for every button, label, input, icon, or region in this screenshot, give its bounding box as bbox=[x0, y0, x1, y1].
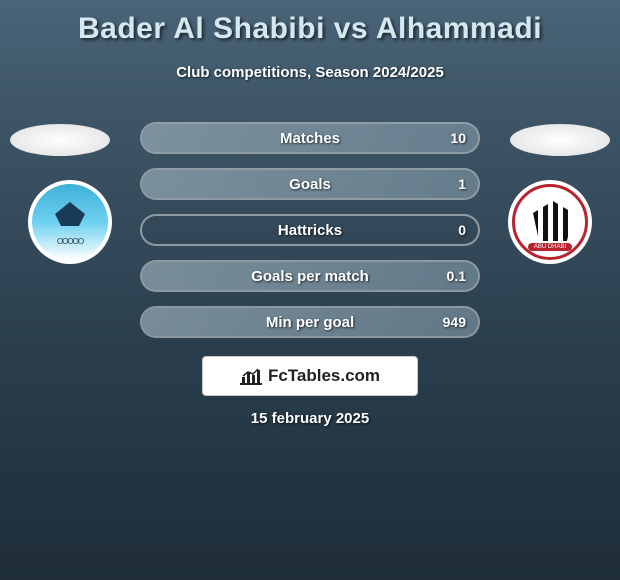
stat-value-right: 0 bbox=[458, 222, 466, 238]
site-badge[interactable]: FcTables.com bbox=[202, 356, 418, 396]
club-badge-right: ABU DHABI bbox=[508, 180, 592, 264]
stat-value-right: 949 bbox=[443, 314, 466, 330]
comparison-title: Bader Al Shabibi vs Alhammadi bbox=[0, 0, 620, 46]
comparison-date: 15 february 2025 bbox=[0, 410, 620, 427]
stats-container: Matches10Goals1Hattricks0Goals per match… bbox=[140, 122, 480, 352]
club-badge-left-art: OOOOO bbox=[32, 184, 108, 260]
stat-label: Min per goal bbox=[142, 314, 478, 331]
player-photo-right-placeholder bbox=[510, 124, 610, 156]
club-badge-right-text: ABU DHABI bbox=[528, 243, 572, 251]
stat-row: Hattricks0 bbox=[140, 214, 480, 246]
olympic-rings-icon: OOOOO bbox=[57, 237, 83, 246]
stat-row: Goals1 bbox=[140, 168, 480, 200]
stat-row: Goals per match0.1 bbox=[140, 260, 480, 292]
stat-label: Hattricks bbox=[142, 222, 478, 239]
stat-label: Matches bbox=[142, 130, 478, 147]
stat-value-right: 0.1 bbox=[447, 268, 466, 284]
competition-season: Club competitions, Season 2024/2025 bbox=[0, 64, 620, 81]
stat-label: Goals per match bbox=[142, 268, 478, 285]
club-badge-right-art: ABU DHABI bbox=[512, 184, 588, 260]
bar-chart-icon bbox=[240, 367, 262, 385]
player-photo-left-placeholder bbox=[10, 124, 110, 156]
stat-row: Min per goal949 bbox=[140, 306, 480, 338]
club-badge-left: OOOOO bbox=[28, 180, 112, 264]
stat-label: Goals bbox=[142, 176, 478, 193]
stat-value-right: 1 bbox=[458, 176, 466, 192]
site-name: FcTables.com bbox=[268, 366, 380, 386]
stat-value-right: 10 bbox=[450, 130, 466, 146]
stat-row: Matches10 bbox=[140, 122, 480, 154]
